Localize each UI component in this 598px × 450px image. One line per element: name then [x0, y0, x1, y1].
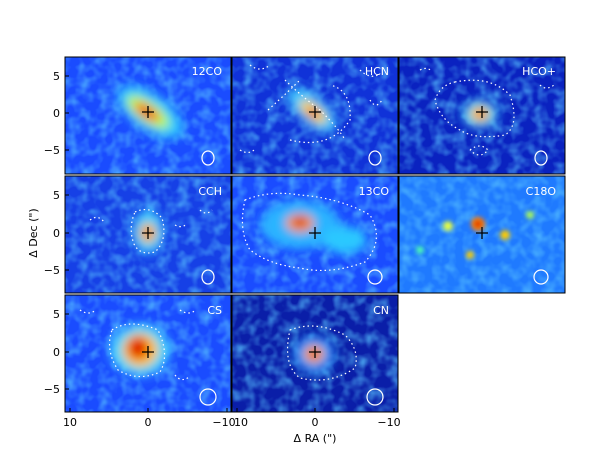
x-tick-label: 0	[312, 416, 319, 429]
x-axis-label: Δ RA (")	[294, 432, 337, 445]
y-tick-label: 5	[53, 189, 60, 202]
y-tick-label: 5	[53, 308, 60, 321]
panel-c18o	[399, 176, 565, 293]
panel-label-c18o: C18O	[526, 185, 557, 198]
y-tick-label: −5	[44, 144, 60, 157]
x-tick-label: −10	[212, 416, 235, 429]
y-tick-label: −5	[44, 383, 60, 396]
x-tick-label: −10	[377, 416, 400, 429]
panel-label-hcn: HCN	[365, 65, 389, 78]
y-tick-labels: 5 0 −5 5 0 −5 5 0 −5	[44, 70, 60, 396]
y-tick-label: −5	[44, 264, 60, 277]
x-tick-label: 10	[234, 416, 248, 429]
beam-ellipses	[199, 150, 549, 406]
panel-label-hcoplus: HCO+	[522, 65, 556, 78]
x-tick-labels: 10 0 −10 10 0 −10	[63, 416, 401, 429]
panel-label-cs: CS	[207, 304, 222, 317]
panel-label-cch: CCH	[198, 185, 222, 198]
panel-label-12co: 12CO	[192, 65, 223, 78]
source-markers	[142, 106, 488, 358]
y-tick-label: 0	[53, 107, 60, 120]
panel-label-13co: 13CO	[359, 185, 390, 198]
panel-label-cn: CN	[373, 304, 389, 317]
x-tick-label: 10	[63, 416, 77, 429]
y-tick-label: 5	[53, 70, 60, 83]
panel-cn	[232, 295, 398, 412]
tick-marks	[65, 75, 395, 412]
panel-frames	[64, 56, 566, 413]
panel-13co	[232, 176, 398, 293]
y-tick-label: 0	[53, 346, 60, 359]
y-axis-label: Δ Dec (")	[27, 208, 40, 257]
x-tick-label: 0	[145, 416, 152, 429]
y-tick-label: 0	[53, 227, 60, 240]
